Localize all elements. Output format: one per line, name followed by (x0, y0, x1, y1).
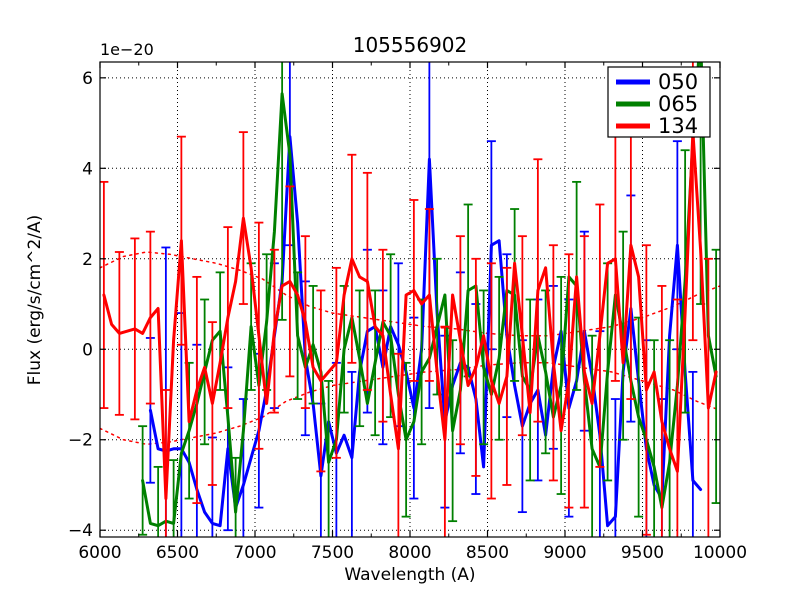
x-tick-label: 6500 (156, 543, 199, 563)
x-tick-labels: 6000 6500 7000 7500 8000 8500 9000 9500 10000 (78, 543, 747, 563)
legend-label-134: 134 (658, 114, 698, 138)
series-line-134-error-envelope-upper (100, 251, 720, 337)
y-tick-label: 0 (82, 340, 93, 360)
y-tick-label: −4 (68, 521, 93, 541)
x-tick-label: 10000 (693, 543, 747, 563)
y-axis-offset-label: 1e−20 (100, 40, 154, 59)
tick-layer (99, 62, 721, 537)
y-axis-label: Flux (erg/s/cm^2/A) (25, 215, 45, 386)
y-tick-label: 2 (82, 250, 93, 270)
x-tick-label: 8000 (388, 543, 431, 563)
y-tick-label: 4 (82, 159, 93, 179)
x-tick-label: 8500 (466, 543, 509, 563)
legend-entry-134: 134 (616, 114, 698, 138)
x-axis-label: Wavelength (A) (344, 565, 475, 585)
legend-entry-050: 050 (616, 70, 698, 94)
series-line-050 (148, 135, 703, 528)
legend: 050 065 134 (607, 66, 711, 138)
y-tick-labels: −4 −2 0 2 4 6 (68, 69, 93, 541)
legend-entry-065: 065 (616, 92, 698, 116)
legend-label-050: 050 (658, 70, 698, 94)
series-line-134 (102, 130, 718, 500)
x-tick-label: 6000 (78, 543, 121, 563)
x-tick-label: 7000 (233, 543, 276, 563)
y-tick-label: −2 (68, 431, 93, 451)
x-tick-label: 7500 (311, 543, 354, 563)
chart-title: 105556902 (353, 33, 468, 57)
legend-label-065: 065 (658, 92, 698, 116)
x-tick-label: 9500 (621, 543, 664, 563)
plot-data-layer (100, 62, 720, 537)
y-tick-label: 6 (82, 69, 93, 89)
x-tick-label: 9000 (543, 543, 586, 563)
